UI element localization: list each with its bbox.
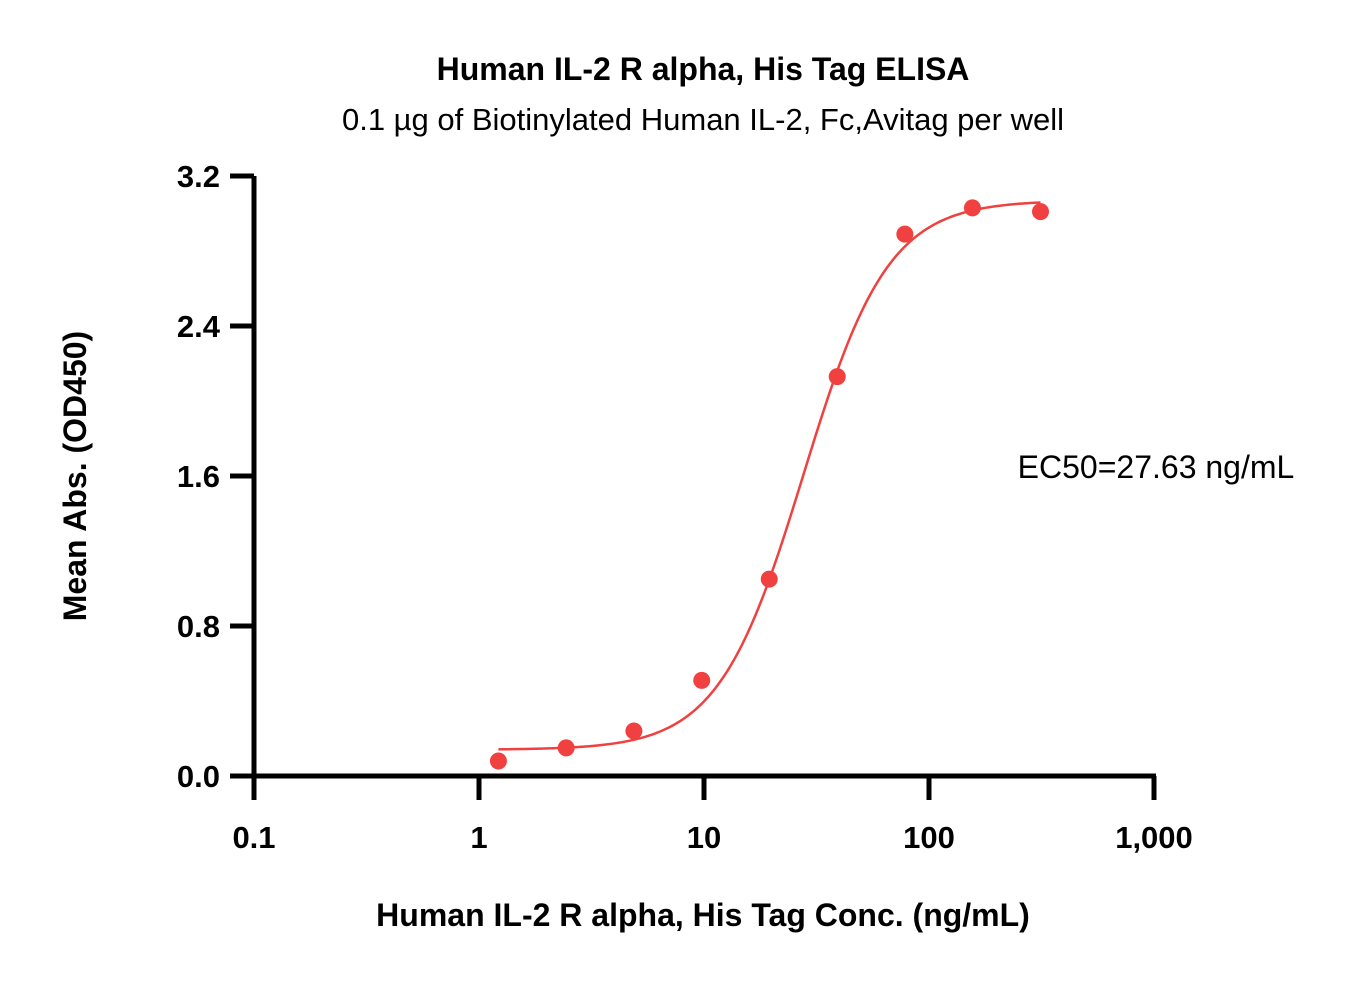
data-point: [625, 722, 643, 740]
data-point: [963, 199, 981, 217]
x-axis-title: Human IL-2 R alpha, His Tag Conc. (ng/mL…: [376, 897, 1030, 933]
x-tick-label: 1,000: [1115, 820, 1193, 855]
chart-subtitle: 0.1 µg of Biotinylated Human IL-2, Fc,Av…: [342, 102, 1064, 137]
y-tick-label: 0.8: [177, 609, 220, 644]
data-point: [896, 225, 914, 243]
y-tick-label: 2.4: [177, 309, 221, 344]
plot-area: 0.0 0.8 1.6 2.4 3.2 0.1 1 10 100 1,000: [177, 159, 1193, 855]
x-tick-label: 1: [470, 820, 487, 855]
data-point: [828, 368, 846, 386]
y-tick-label: 0.0: [177, 759, 220, 794]
fit-curve: [498, 201, 1041, 751]
data-point: [760, 570, 778, 588]
y-axis-title: Mean Abs. (OD450): [57, 331, 93, 621]
chart-title: Human IL-2 R alpha, His Tag ELISA: [437, 51, 970, 87]
x-tick-label: 10: [687, 820, 721, 855]
y-tick-label: 3.2: [177, 159, 220, 194]
y-tick-label: 1.6: [177, 459, 220, 494]
data-point: [557, 739, 575, 757]
data-point: [489, 752, 507, 770]
x-tick-label: 0.1: [232, 820, 275, 855]
ec50-annotation: EC50=27.63 ng/mL: [1018, 449, 1295, 485]
data-point: [1031, 203, 1049, 221]
x-tick-label: 100: [903, 820, 955, 855]
data-point: [693, 671, 711, 689]
